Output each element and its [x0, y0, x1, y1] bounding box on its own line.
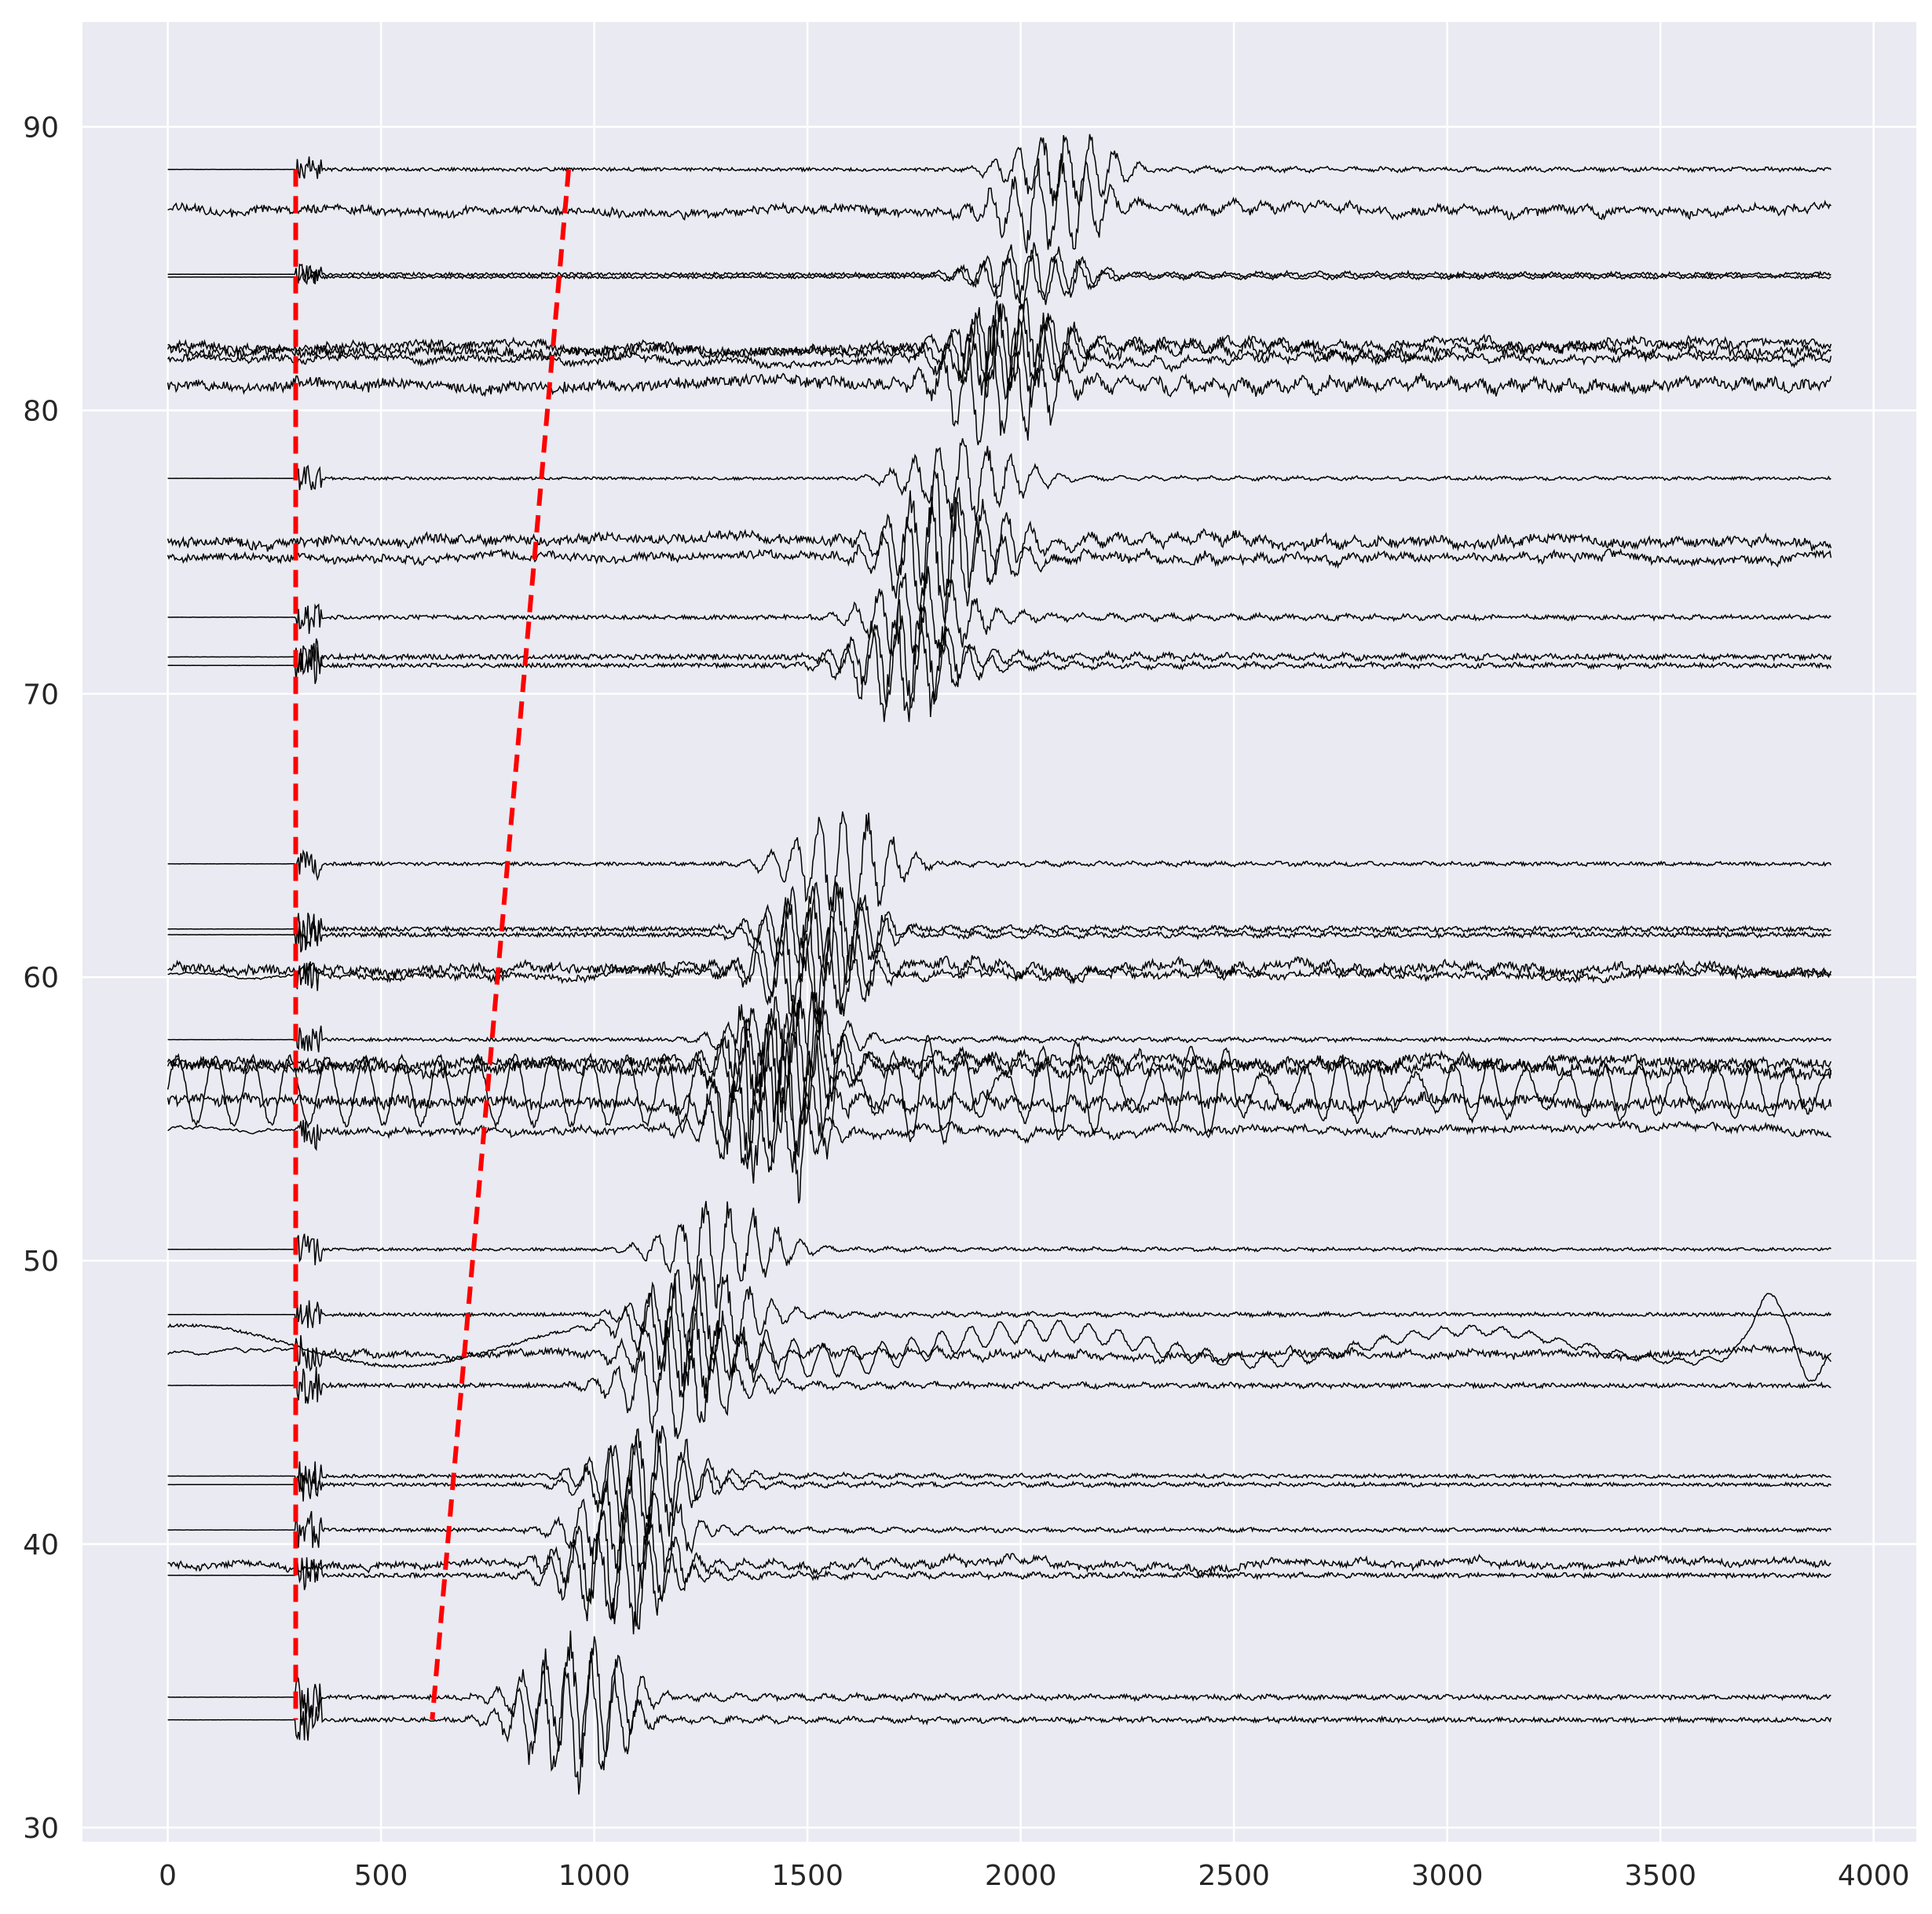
trace-line: [167, 880, 1831, 986]
y-tick-label: 80: [23, 395, 59, 427]
trace-line: [166, 1038, 1832, 1164]
x-tick-label: 500: [354, 1860, 408, 1892]
trace-line: [166, 991, 1832, 1204]
trace-line: [167, 1201, 1831, 1309]
y-tick-label: 90: [23, 112, 59, 145]
trace-line: [167, 153, 1831, 254]
trace-line: [166, 300, 1831, 399]
trace-line: [166, 325, 1832, 445]
trace-line: [167, 1304, 1831, 1399]
trace-line: [167, 1630, 1831, 1768]
x-tick-label: 2000: [985, 1860, 1057, 1892]
trace-line: [167, 134, 1831, 207]
trace-line: [167, 598, 1832, 708]
trace-line: [167, 565, 1831, 665]
trace-line: [167, 437, 1831, 522]
trace-line: [166, 496, 1832, 624]
x-tick-label: 3000: [1411, 1860, 1484, 1892]
trace-line: [167, 996, 1832, 1089]
trace-line: [166, 315, 1832, 401]
trace-line: [167, 1273, 1831, 1388]
x-tick-label: 1000: [558, 1860, 631, 1892]
x-tick-label: 0: [159, 1860, 177, 1892]
x-tick-label: 1500: [771, 1860, 843, 1892]
x-tick-label: 4000: [1838, 1860, 1910, 1892]
trace-line: [167, 1074, 1831, 1173]
trace-line: [167, 1651, 1832, 1795]
plot-background: [82, 22, 1916, 1842]
marker-lines: [293, 169, 572, 1721]
trace-line: [167, 811, 1832, 921]
trace-line: [167, 254, 1831, 304]
y-tick-label: 30: [23, 1813, 59, 1845]
trace-line: [167, 242, 1831, 309]
traces: [166, 134, 1832, 1795]
trace-line: [167, 1429, 1831, 1539]
y-tick-label: 70: [23, 679, 59, 711]
trace-line: [167, 1469, 1832, 1589]
arrival-marker-line: [430, 169, 572, 1721]
y-tick-label: 40: [23, 1529, 59, 1561]
trace-line: [167, 1425, 1831, 1535]
trace-line: [167, 881, 1831, 975]
x-tick-label: 2500: [1198, 1860, 1270, 1892]
y-tick-label: 60: [23, 962, 59, 994]
trace-line: [167, 604, 1832, 723]
y-tick-label: 50: [23, 1246, 59, 1278]
trace-line: [167, 1513, 1831, 1635]
tick-labels: 0 500 1000 1500 2000 2500 3000 3500 4000 30 40 50 60…: [23, 112, 1909, 1892]
x-tick-label: 3500: [1624, 1860, 1696, 1892]
trace-line: [167, 924, 1831, 1018]
trace-line: [167, 1258, 1831, 1370]
trace-line: [167, 1327, 1831, 1440]
